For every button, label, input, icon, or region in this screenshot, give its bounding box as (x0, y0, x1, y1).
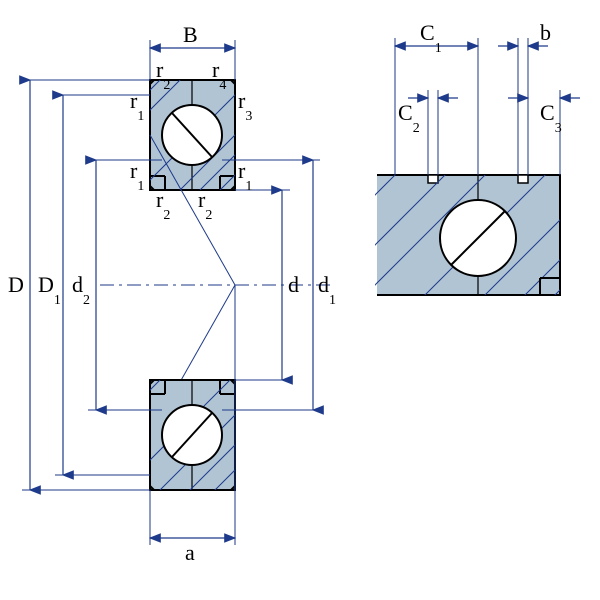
svg-text:r1: r1 (130, 158, 144, 194)
label-D1: D (38, 272, 54, 297)
svg-text:d1: d1 (318, 272, 336, 308)
label-d2: d (72, 272, 83, 297)
label-C3: C (540, 100, 555, 125)
svg-text:C3: C3 (540, 100, 562, 136)
svg-text:r1: r1 (130, 88, 144, 124)
label-d1: d (318, 272, 329, 297)
svg-text:D1: D1 (38, 272, 61, 308)
dim-C1: C1 (395, 20, 478, 175)
dim-C2: C2 (398, 90, 458, 175)
detail-view (360, 150, 590, 320)
svg-text:C1: C1 (420, 20, 442, 56)
svg-text:r2: r2 (198, 187, 212, 223)
lower-ring (140, 340, 270, 520)
label-B: B (183, 22, 198, 47)
bearing-diagram: B D D1 d2 d d1 a r2 r4 r1 r3 r1 r1 r2 r2 (0, 0, 600, 600)
label-b: b (540, 20, 551, 45)
dim-C3: C3 (508, 90, 580, 175)
label-D: D (8, 272, 24, 297)
label-C1: C (420, 20, 435, 45)
label-a: a (185, 540, 195, 565)
svg-text:d2: d2 (72, 272, 90, 308)
label-d: d (288, 272, 299, 297)
svg-text:C2: C2 (398, 100, 420, 136)
svg-text:r3: r3 (238, 88, 252, 124)
label-C2: C (398, 100, 413, 125)
svg-text:r1: r1 (238, 158, 252, 194)
svg-text:r2: r2 (156, 187, 170, 223)
